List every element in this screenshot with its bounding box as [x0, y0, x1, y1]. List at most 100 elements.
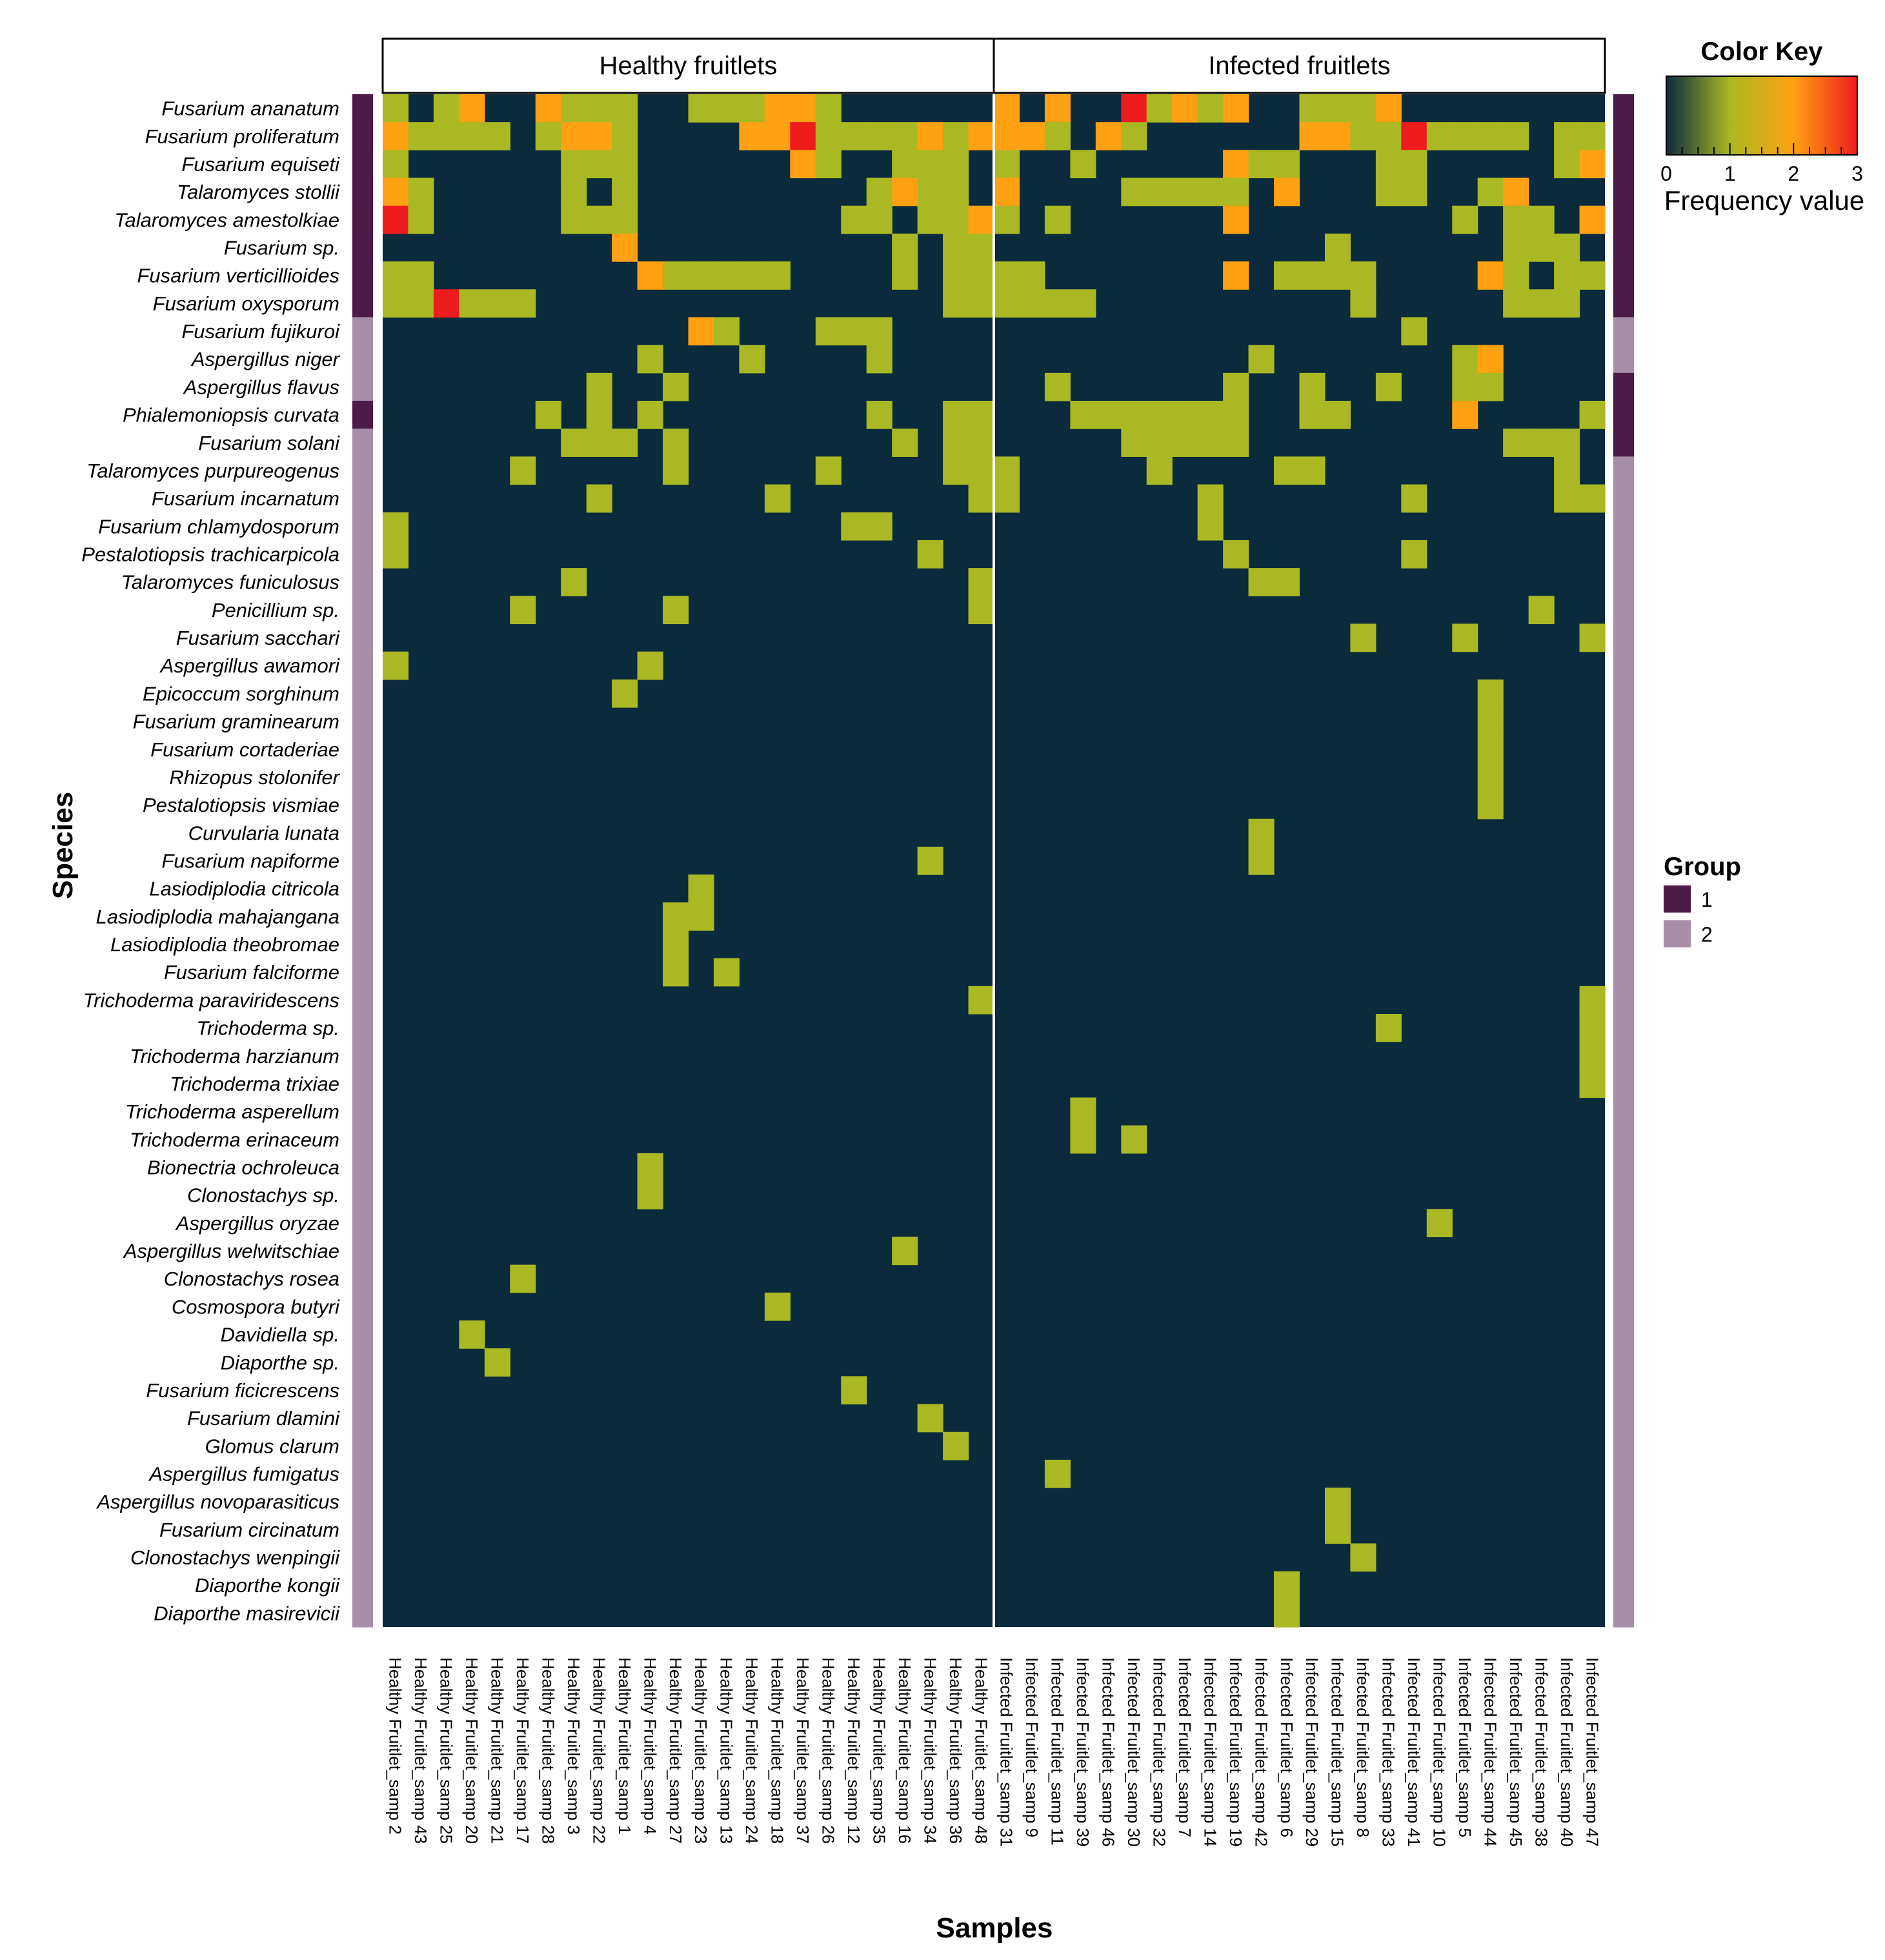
- sample-label: Healthy Fruitlet_samp 23: [691, 1657, 711, 1844]
- heatmap-cell: [383, 651, 409, 680]
- group-bar-right-segment: [1613, 261, 1634, 290]
- heatmap-cell: [713, 317, 740, 346]
- heatmap-cell: [1044, 122, 1071, 150]
- color-key-tick-label: 0: [1660, 162, 1672, 185]
- heatmap-cell: [1554, 429, 1580, 457]
- group-bar-right-segment: [1613, 177, 1634, 207]
- heatmap-cell: [943, 261, 969, 290]
- heatmap-cell: [408, 177, 434, 207]
- heatmap-cell: [383, 177, 409, 207]
- group-bar-right-segment: [1613, 122, 1634, 150]
- heatmap-cell: [892, 1237, 918, 1266]
- heatmap-cell: [943, 122, 969, 150]
- heatmap-cell: [1223, 177, 1249, 207]
- heatmap-cell: [1554, 456, 1580, 485]
- heatmap-cell: [1172, 177, 1198, 207]
- heatmap-cell: [943, 289, 969, 318]
- heatmap-cell: [688, 261, 714, 290]
- group-bar-right-segment: [1613, 1237, 1634, 1266]
- heatmap-cell: [612, 429, 638, 457]
- heatmap-cell: [1554, 261, 1580, 290]
- heatmap-cell: [688, 317, 714, 346]
- heatmap-cell: [459, 289, 485, 318]
- heatmap-cell: [1248, 568, 1275, 596]
- heatmap-cell: [841, 122, 867, 150]
- heatmap-cell: [943, 429, 969, 457]
- heatmap-cell: [1121, 401, 1147, 429]
- species-label: Epicoccum sorghinum: [143, 682, 339, 705]
- heatmap-cell: [637, 1181, 663, 1209]
- group-bar-left-segment: [352, 902, 373, 931]
- heatmap-cell: [1019, 289, 1045, 318]
- facet-strip: [381, 37, 995, 94]
- sample-label: Healthy Fruitlet_samp 3: [564, 1657, 583, 1835]
- group-bar-left-segment: [352, 1042, 373, 1070]
- group-legend-swatch: [1664, 885, 1691, 913]
- sample-label: Healthy Fruitlet_samp 36: [946, 1657, 965, 1844]
- heatmap-cell: [383, 261, 409, 290]
- group-bar-left-segment: [352, 1488, 373, 1516]
- group-bar-right-segment: [1613, 568, 1634, 596]
- species-label: Trichoderma trixiae: [170, 1073, 339, 1095]
- sample-label: Infected Fruitlet_samp 42: [1251, 1657, 1271, 1846]
- sample-label: Infected Fruitlet_samp 8: [1353, 1657, 1373, 1837]
- heatmap-cell: [663, 456, 689, 485]
- heatmap-cell: [1299, 94, 1326, 123]
- group-bar-left-segment: [352, 1320, 373, 1349]
- heatmap-cell: [1121, 429, 1147, 457]
- sample-label: Infected Fruitlet_samp 44: [1480, 1657, 1500, 1846]
- heatmap-cell: [637, 651, 663, 680]
- heatmap-cell: [612, 177, 638, 207]
- heatmap-cell: [1324, 233, 1351, 262]
- sample-label: Healthy Fruitlet_samp 43: [411, 1657, 430, 1844]
- heatmap-cell: [1223, 372, 1249, 401]
- heatmap-cell: [1452, 122, 1478, 150]
- group-bar-right-segment: [1613, 1488, 1634, 1516]
- heatmap-cell: [917, 1404, 943, 1433]
- species-label: Fusarium solani: [198, 432, 340, 454]
- species-label: Aspergillus welwitschiae: [123, 1240, 339, 1262]
- group-bar-right-segment: [1613, 1320, 1634, 1349]
- heatmap-cell: [1274, 1571, 1300, 1600]
- group-bar-left-segment: [352, 1571, 373, 1600]
- heatmap-cell: [739, 122, 765, 150]
- heatmap-cell: [1324, 1515, 1351, 1544]
- group-bar-left-segment: [352, 205, 373, 234]
- heatmap-cell: [917, 122, 943, 150]
- heatmap-cell: [1146, 429, 1173, 457]
- heatmap-cell: [1554, 289, 1580, 318]
- heatmap-cell: [408, 205, 434, 234]
- heatmap-cell: [383, 122, 409, 150]
- sample-label: Infected Fruitlet_samp 15: [1328, 1657, 1347, 1846]
- group-bar-left-segment: [352, 707, 373, 736]
- heatmap-cell: [663, 902, 689, 931]
- sample-label: Healthy Fruitlet_samp 48: [971, 1657, 991, 1844]
- heatmap-cell: [1401, 484, 1427, 513]
- heatmap-cell: [866, 345, 892, 374]
- group-bar-right-segment: [1613, 1181, 1634, 1209]
- heatmap-cell: [1375, 1014, 1402, 1042]
- heatmap-cell: [1070, 401, 1096, 429]
- group-bar-left-segment: [352, 372, 373, 401]
- heatmap-cell: [917, 177, 943, 207]
- heatmap-cell: [1248, 846, 1275, 875]
- sample-label: Healthy Fruitlet_samp 21: [488, 1657, 507, 1844]
- heatmap-cell: [408, 289, 434, 318]
- y-axis-title: Species: [47, 792, 79, 899]
- heatmap-cell: [866, 512, 892, 541]
- heatmap-cell: [943, 177, 969, 207]
- heatmap-cell: [1223, 94, 1249, 123]
- heatmap-cell: [510, 456, 536, 485]
- heatmap-cell: [1477, 122, 1504, 150]
- heatmap-cell: [815, 317, 842, 346]
- heatmap-cell: [917, 150, 943, 179]
- heatmap-cell: [1274, 150, 1300, 179]
- heatmap-cell: [637, 345, 663, 374]
- heatmap-cell: [968, 261, 994, 290]
- heatmap-cell: [1248, 150, 1275, 179]
- heatmap-cell: [1324, 94, 1351, 123]
- heatmap-cell: [1554, 233, 1580, 262]
- heatmap-cell: [612, 233, 638, 262]
- heatmap-cell: [713, 958, 740, 987]
